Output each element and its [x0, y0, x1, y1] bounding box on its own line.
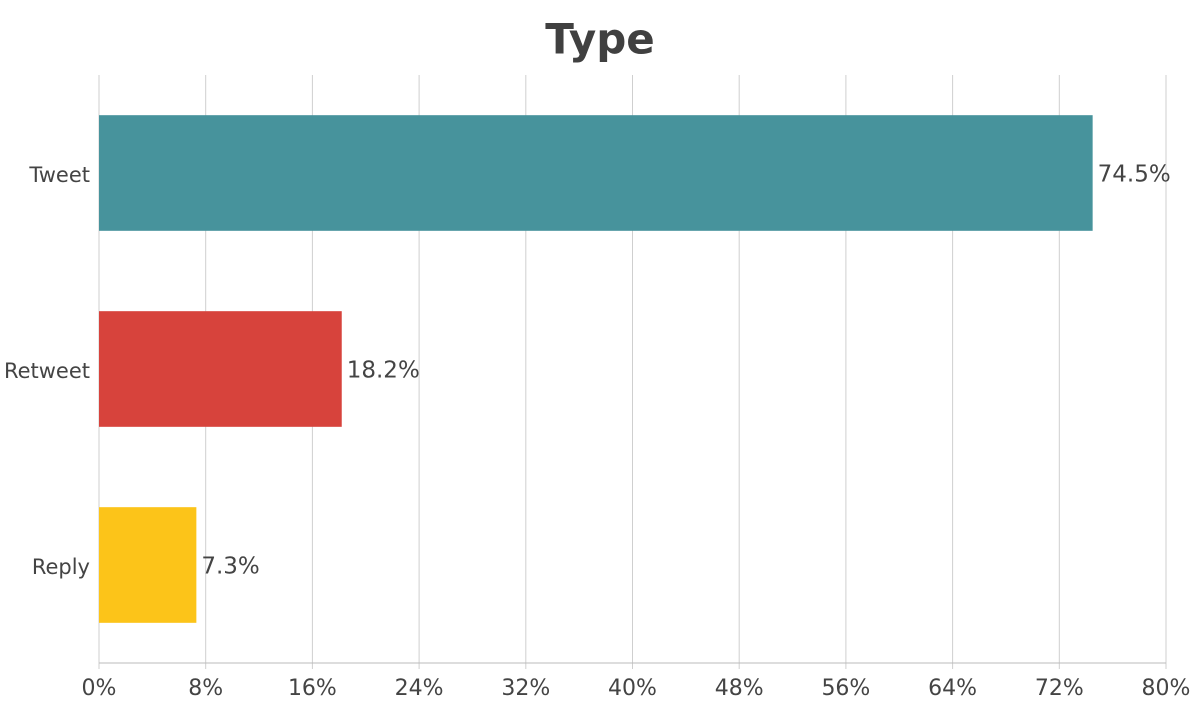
x-tick-label: 40% [608, 676, 657, 701]
y-tick-label: Retweet [4, 359, 90, 383]
x-tick-label: 16% [288, 676, 337, 701]
x-tick-label: 48% [715, 676, 764, 701]
x-tick-label: 32% [501, 676, 550, 701]
x-tick-label: 24% [395, 676, 444, 701]
x-tick-label: 72% [1035, 676, 1084, 701]
y-tick-label: Reply [32, 555, 90, 579]
x-tick-label: 0% [82, 676, 117, 701]
chart-title: Type [545, 15, 655, 64]
value-label: 18.2% [347, 358, 420, 384]
x-tick-label: 8% [188, 676, 223, 701]
value-label: 74.5% [1098, 162, 1171, 188]
y-tick-label: Tweet [28, 163, 90, 187]
value-label: 7.3% [201, 554, 259, 580]
x-tick-label: 80% [1142, 676, 1191, 701]
x-tick-label: 56% [821, 676, 870, 701]
bar [99, 115, 1093, 231]
bar [99, 311, 342, 427]
bar [99, 507, 197, 623]
x-tick-label: 64% [928, 676, 977, 701]
